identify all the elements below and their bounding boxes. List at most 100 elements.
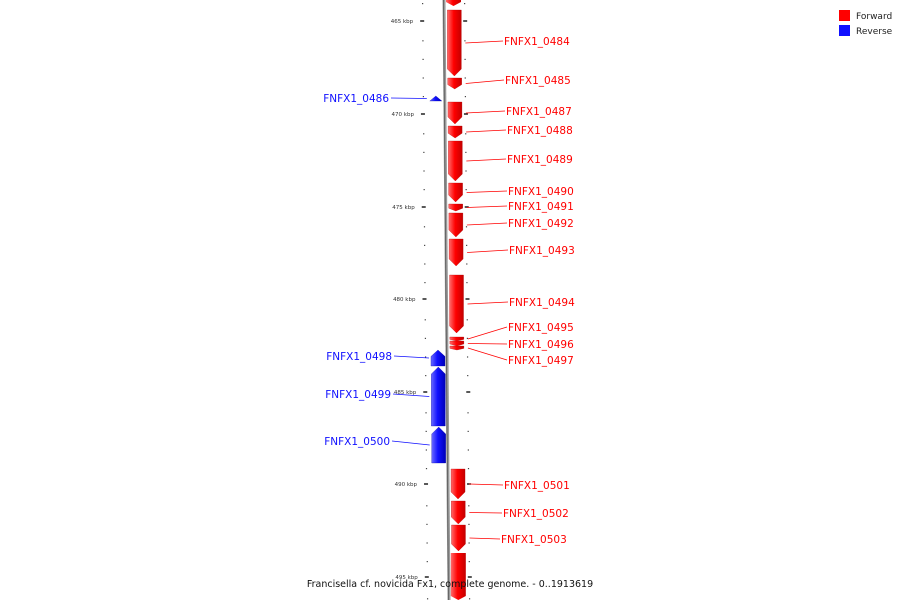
minor-tick <box>423 189 425 191</box>
minor-tick <box>468 561 470 563</box>
gene-label: FNFX1_0500 <box>324 436 390 448</box>
minor-tick <box>465 133 467 135</box>
minor-tick <box>467 375 469 377</box>
gene-fnfx1-0489[interactable] <box>448 140 463 182</box>
legend-forward-label: Forward <box>856 12 892 22</box>
minor-tick <box>423 226 426 228</box>
genome-caption: Francisella cf. novicida Fx1, complete g… <box>307 579 593 590</box>
gene-fnfx1-0497[interactable] <box>449 345 465 351</box>
gene-fnfx1-0495[interactable] <box>449 336 464 342</box>
tick-mark-left <box>424 576 429 578</box>
minor-tick <box>425 449 427 451</box>
genome-backbone <box>442 0 451 600</box>
gene-fnfx1-0486[interactable] <box>429 95 443 102</box>
minor-tick <box>466 319 468 321</box>
minor-tick <box>467 412 469 414</box>
legend-reverse-swatch <box>839 25 850 36</box>
gene-fnfx1-0501[interactable] <box>450 468 466 500</box>
leader-line <box>467 326 508 340</box>
gene-fnfx1-0496[interactable] <box>449 340 465 347</box>
gene-label: FNFX1_0486 <box>323 93 389 105</box>
gene-label: FNFX1_0485 <box>505 75 571 87</box>
minor-tick <box>467 468 470 470</box>
gene-label: FNFX1_0496 <box>508 339 574 351</box>
minor-tick <box>424 337 427 339</box>
legend-reverse-label: Reverse <box>856 27 893 37</box>
minor-tick <box>424 282 426 284</box>
gene-label: FNFX1_0502 <box>503 508 569 520</box>
minor-tick <box>466 337 469 339</box>
gene-fnfx1-0503[interactable] <box>451 524 466 552</box>
gene-fnfx1-0492[interactable] <box>448 212 464 238</box>
gene-label: FNFX1_0489 <box>507 154 573 166</box>
minor-tick <box>468 598 471 600</box>
gene-fnfx1-0490[interactable] <box>448 182 463 203</box>
minor-tick <box>422 96 424 98</box>
minor-tick <box>426 523 428 525</box>
gene-label: FNFX1_0497 <box>508 355 574 367</box>
gene-label: FNFX1_0493 <box>509 245 575 257</box>
tick-mark-right <box>467 576 472 578</box>
leader-line <box>466 205 508 208</box>
minor-tick <box>464 77 466 79</box>
minor-tick <box>465 226 468 228</box>
minor-tick <box>426 598 429 600</box>
tick-mark-right <box>465 298 470 300</box>
minor-tick <box>425 412 427 414</box>
gene-fnfx1-0485[interactable] <box>447 77 462 90</box>
leader-line <box>466 129 507 133</box>
minor-tick <box>467 430 469 432</box>
gene-fnfx1-0500[interactable] <box>431 426 446 464</box>
gene-label: FNFX1_0503 <box>501 534 567 546</box>
minor-tick <box>422 77 424 79</box>
tick-label: 465 kbp <box>391 19 414 25</box>
genome-backbone-highlight <box>443 0 449 600</box>
gene-partial-forward[interactable] <box>445 0 461 6</box>
gene-fnfx1-0484[interactable] <box>447 9 462 77</box>
minor-tick <box>466 263 468 265</box>
gene-label: FNFX1_0484 <box>504 36 570 48</box>
leader-line <box>466 222 508 226</box>
gene-label: FNFX1_0488 <box>507 125 573 137</box>
tick-label: 495 kbp <box>395 575 418 581</box>
minor-tick <box>464 3 466 5</box>
leader-line <box>465 79 505 84</box>
gene-fnfx1-0487[interactable] <box>447 101 463 125</box>
minor-tick <box>422 58 424 60</box>
gene-fnfx1-0491[interactable] <box>448 203 463 212</box>
minor-tick <box>423 133 425 135</box>
leader-line <box>393 355 430 359</box>
legend: Forward Reverse <box>839 10 893 37</box>
legend-forward-swatch <box>839 10 850 21</box>
leader-line <box>467 249 509 253</box>
leader-line <box>467 347 508 361</box>
gene-fnfx1-0493[interactable] <box>448 238 464 267</box>
gene-fnfx1-0502[interactable] <box>451 500 466 525</box>
gene-label: FNFX1_0490 <box>508 186 574 198</box>
gene-fnfx1-0488[interactable] <box>447 125 463 139</box>
gene-label: FNFX1_0501 <box>504 480 570 492</box>
leader-line <box>391 440 430 446</box>
gene-fnfx1-0498[interactable] <box>430 349 446 367</box>
minor-tick <box>423 170 425 172</box>
leader-line <box>392 393 430 397</box>
tick-mark-left <box>420 113 425 115</box>
minor-tick <box>422 40 424 42</box>
leader-line <box>466 190 508 193</box>
tick-mark-left <box>423 391 428 393</box>
tick-mark-left <box>424 483 429 485</box>
gene-fnfx1-0499[interactable] <box>431 366 446 427</box>
minor-tick <box>422 3 424 5</box>
tick-mark-left <box>420 20 425 22</box>
minor-tick <box>425 430 427 432</box>
leader-line <box>465 110 506 114</box>
gene-label: FNFX1_0498 <box>326 351 392 363</box>
gene-fnfx1-0494[interactable] <box>449 274 464 334</box>
minor-tick <box>465 189 467 191</box>
tick-mark-right <box>466 391 471 393</box>
minor-tick <box>466 244 468 246</box>
minor-tick <box>465 151 467 153</box>
leader-line <box>466 158 507 162</box>
gene-partial-forward[interactable] <box>450 553 466 600</box>
